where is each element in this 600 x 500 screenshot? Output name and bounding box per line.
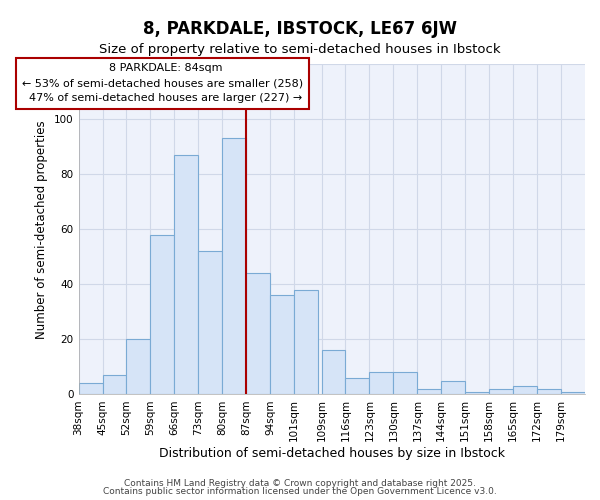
Bar bbox=[79, 384, 103, 394]
Bar bbox=[489, 389, 513, 394]
Bar bbox=[322, 350, 346, 395]
Text: 8, PARKDALE, IBSTOCK, LE67 6JW: 8, PARKDALE, IBSTOCK, LE67 6JW bbox=[143, 20, 457, 38]
Bar bbox=[513, 386, 537, 394]
Y-axis label: Number of semi-detached properties: Number of semi-detached properties bbox=[35, 120, 49, 338]
Bar bbox=[175, 155, 199, 394]
Bar bbox=[103, 375, 127, 394]
Bar bbox=[465, 392, 489, 394]
Bar bbox=[246, 274, 270, 394]
X-axis label: Distribution of semi-detached houses by size in Ibstock: Distribution of semi-detached houses by … bbox=[159, 447, 505, 460]
Bar bbox=[561, 392, 585, 394]
Bar bbox=[270, 296, 294, 394]
Text: Contains HM Land Registry data © Crown copyright and database right 2025.: Contains HM Land Registry data © Crown c… bbox=[124, 479, 476, 488]
Bar bbox=[418, 389, 441, 394]
Bar bbox=[199, 252, 222, 394]
Bar bbox=[346, 378, 370, 394]
Bar bbox=[537, 389, 561, 394]
Text: Contains public sector information licensed under the Open Government Licence v3: Contains public sector information licen… bbox=[103, 487, 497, 496]
Bar bbox=[370, 372, 394, 394]
Text: Size of property relative to semi-detached houses in Ibstock: Size of property relative to semi-detach… bbox=[99, 42, 501, 56]
Bar bbox=[441, 380, 465, 394]
Bar bbox=[222, 138, 246, 394]
Text: 8 PARKDALE: 84sqm
← 53% of semi-detached houses are smaller (258)
  47% of semi-: 8 PARKDALE: 84sqm ← 53% of semi-detached… bbox=[22, 64, 303, 103]
Bar bbox=[294, 290, 318, 395]
Bar bbox=[394, 372, 418, 394]
Bar bbox=[151, 234, 175, 394]
Bar bbox=[127, 340, 151, 394]
